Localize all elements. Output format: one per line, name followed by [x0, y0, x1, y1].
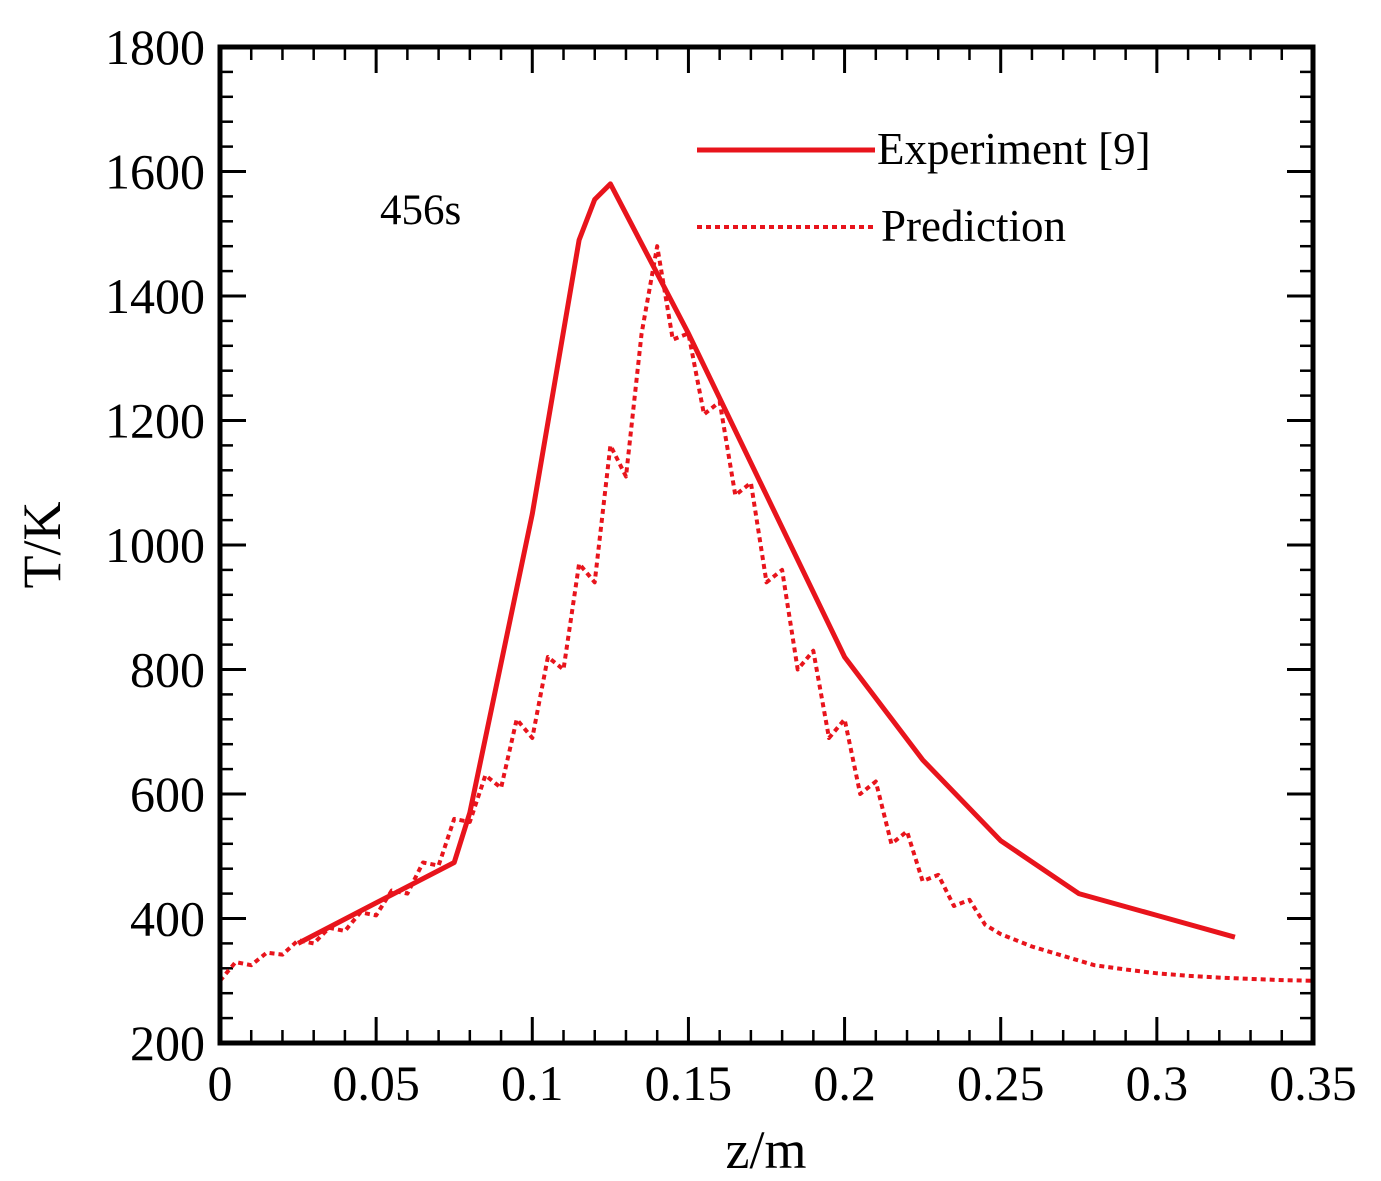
x-tick-label: 0.2 — [813, 1055, 876, 1111]
y-tick-label: 600 — [130, 766, 205, 822]
legend: Experiment [9] Prediction — [697, 124, 1151, 251]
y-tick-label: 1000 — [105, 517, 205, 573]
x-tick-label: 0.3 — [1126, 1055, 1189, 1111]
x-tick-label: 0.25 — [957, 1055, 1045, 1111]
y-tick-label: 200 — [130, 1015, 205, 1071]
series-line-prediction — [218, 244, 1314, 983]
legend-label-prediction: Prediction — [881, 201, 1066, 251]
x-axis-title: z/m — [726, 1120, 807, 1180]
tick-labels: 0 0.05 0.1 0.15 0.2 0.25 0.3 0.35 200 400 600 800 10… — [105, 19, 1357, 1111]
x-tick-label: 0.35 — [1269, 1055, 1357, 1111]
y-tick-label: 1600 — [105, 144, 205, 200]
time-annotation: 456s — [380, 187, 461, 234]
x-tick-label: 0.05 — [332, 1055, 420, 1111]
x-tick-label: 0 — [208, 1055, 233, 1111]
legend-label-experiment: Experiment [9] — [877, 124, 1151, 174]
y-tick-label: 1200 — [105, 393, 205, 449]
series-layer — [218, 181, 1314, 983]
y-axis-title: T/K — [12, 502, 72, 589]
x-tick-label: 0.15 — [645, 1055, 733, 1111]
plot-frame — [217, 44, 1316, 1046]
y-tick-label: 1400 — [105, 268, 205, 324]
series-line-experiment — [296, 181, 1236, 946]
x-tick-label: 0.1 — [501, 1055, 564, 1111]
y-tick-label: 400 — [130, 891, 205, 947]
y-tick-label: 800 — [130, 642, 205, 698]
y-tick-label: 1800 — [105, 19, 205, 75]
